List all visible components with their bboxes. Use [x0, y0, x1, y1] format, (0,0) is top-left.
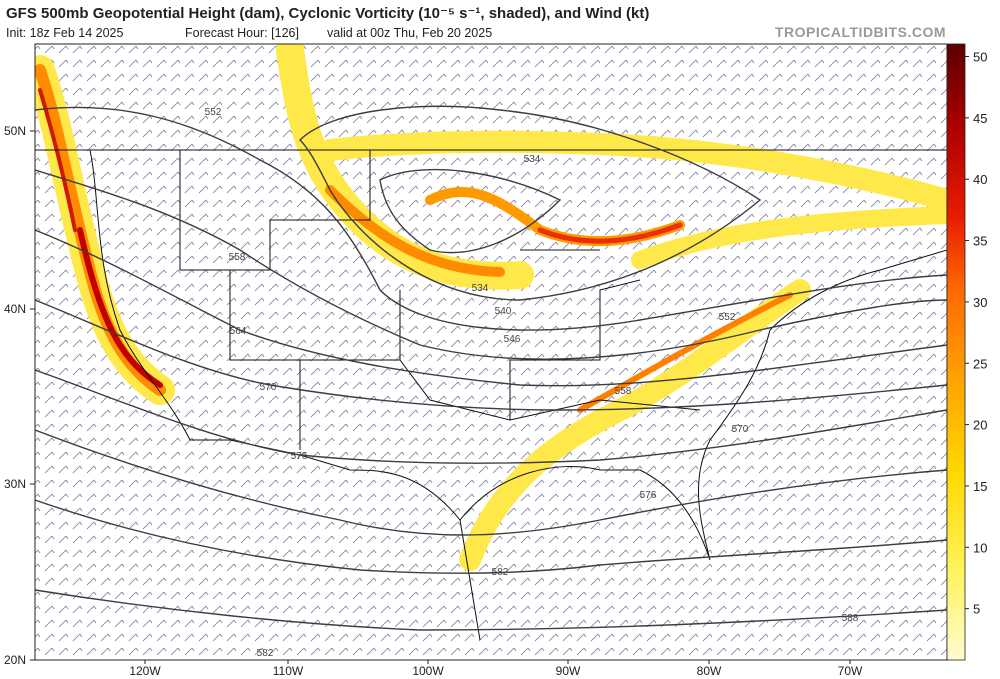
colorbar-tick-label: 10 — [973, 540, 987, 555]
contour-label: 546 — [504, 334, 521, 345]
forecast-hour: Forecast Hour: [126] — [185, 26, 299, 40]
colorbar-tick-label: 20 — [973, 418, 987, 433]
colorbar-tick-label: 5 — [973, 602, 980, 617]
contour-label: 558 — [615, 386, 632, 397]
colorbar-tick-label: 40 — [973, 172, 987, 187]
contour-label: 588 — [842, 613, 859, 624]
contour-label: 534 — [472, 283, 489, 294]
colorbar — [946, 43, 966, 661]
colorbar-tick-label: 30 — [973, 295, 987, 310]
lat-label: 50N — [4, 124, 26, 138]
title: GFS 500mb Geopotential Height (dam), Cyc… — [6, 5, 649, 22]
contour-label: 552 — [205, 107, 222, 118]
valid-time: valid at 00z Thu, Feb 20 2025 — [327, 26, 492, 40]
lon-label: 90W — [556, 664, 581, 678]
contours — [35, 105, 947, 631]
lon-label: 70W — [838, 664, 863, 678]
contour-label: 570 — [732, 424, 749, 435]
contour-label: 540 — [495, 306, 512, 317]
contour-label: 582 — [492, 567, 509, 578]
contour-label: 558 — [229, 252, 246, 263]
contour-label: 576 — [640, 490, 657, 501]
colorbar-tick-label: 50 — [973, 50, 987, 65]
colorbar-tick-label: 25 — [973, 356, 987, 371]
lat-label: 30N — [4, 477, 26, 491]
lat-label: 40N — [4, 302, 26, 316]
colorbar-tick-label: 15 — [973, 479, 987, 494]
lat-label: 20N — [4, 653, 26, 667]
contour-label: 564 — [230, 326, 247, 337]
colorbar-tick-label: 35 — [973, 234, 987, 249]
contour-label: 570 — [260, 382, 277, 393]
init: Init: 18z Feb 14 2025 — [6, 26, 123, 40]
map — [35, 44, 947, 660]
lon-label: 80W — [697, 664, 722, 678]
lon-label: 110W — [273, 664, 304, 678]
lon-label: 100W — [412, 664, 444, 678]
contour-label: 534 — [524, 154, 541, 165]
contour-label: 552 — [719, 312, 736, 323]
contour-label: 582 — [257, 648, 274, 659]
site-name: TROPICALTIDBITS.COM — [775, 24, 946, 40]
contour-label: 576 — [291, 451, 308, 462]
colorbar-tick-label: 45 — [973, 111, 987, 126]
lon-label: 120W — [129, 664, 161, 678]
